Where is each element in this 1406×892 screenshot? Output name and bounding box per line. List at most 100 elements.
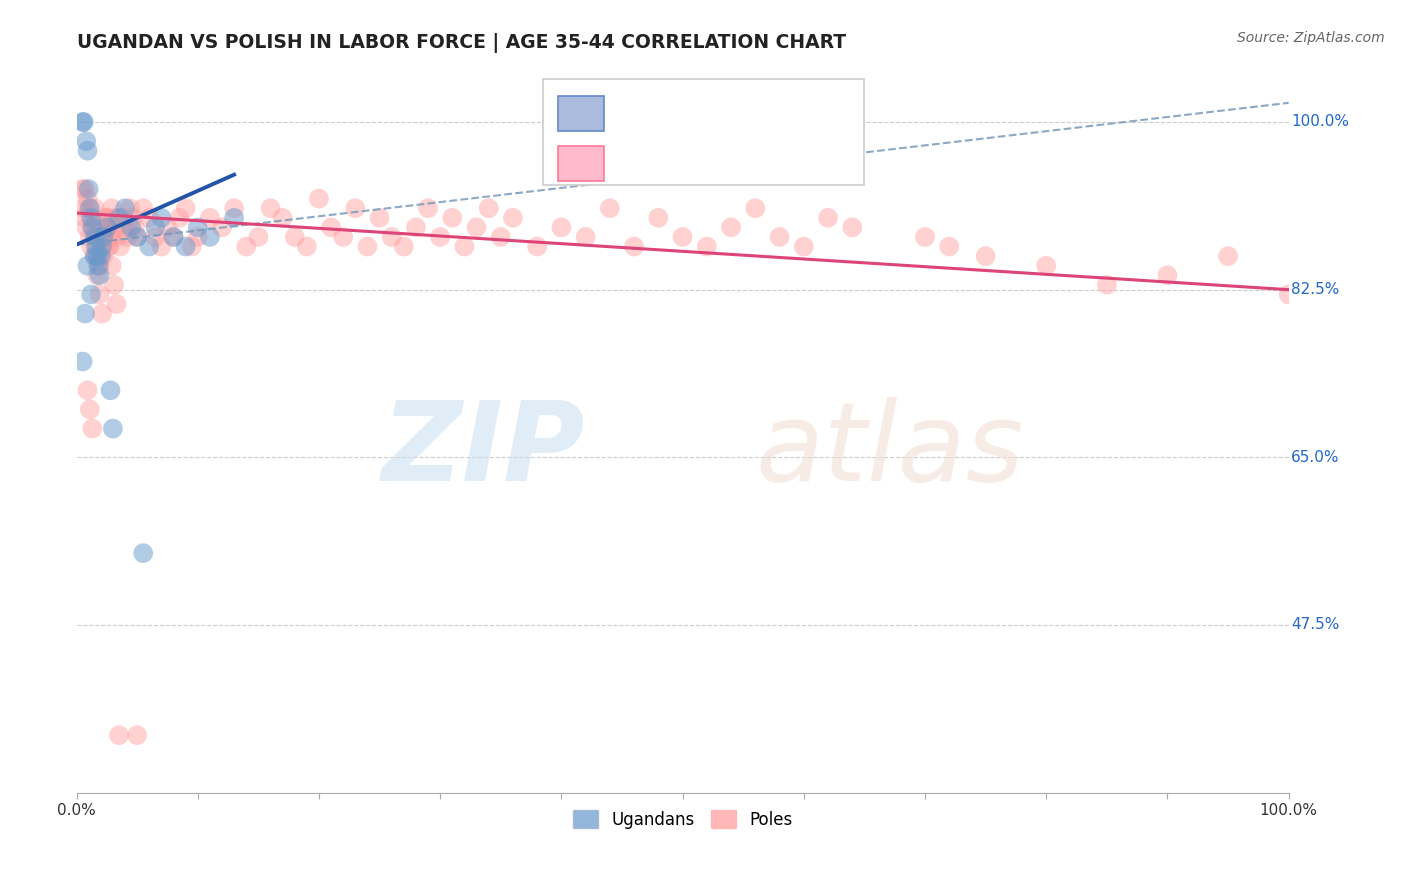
Text: 65.0%: 65.0% <box>1291 450 1340 465</box>
Point <box>526 239 548 253</box>
Point <box>89 287 111 301</box>
Point <box>744 201 766 215</box>
Point <box>132 201 155 215</box>
Point <box>120 220 142 235</box>
Point <box>87 249 110 263</box>
Point <box>105 297 128 311</box>
Point <box>80 287 103 301</box>
Point <box>416 201 439 215</box>
Point <box>100 230 122 244</box>
FancyBboxPatch shape <box>543 79 865 185</box>
Point <box>198 230 221 244</box>
Point <box>211 220 233 235</box>
Point <box>118 201 141 215</box>
Point <box>108 728 131 742</box>
Point <box>150 211 173 225</box>
Point <box>174 201 197 215</box>
Point <box>101 211 124 225</box>
Point <box>284 230 307 244</box>
Point <box>76 259 98 273</box>
Point <box>114 220 136 235</box>
Point <box>478 201 501 215</box>
Point <box>138 211 160 225</box>
Point <box>96 220 118 235</box>
Point <box>83 230 105 244</box>
Point <box>77 182 100 196</box>
Text: 47.5%: 47.5% <box>1291 617 1340 632</box>
Point <box>198 211 221 225</box>
Point <box>100 259 122 273</box>
Point <box>75 134 97 148</box>
Point <box>453 239 475 253</box>
Point <box>127 728 149 742</box>
Point <box>187 230 209 244</box>
Point <box>162 230 184 244</box>
Point <box>124 220 146 235</box>
Point <box>429 230 451 244</box>
Point <box>91 230 114 244</box>
Point <box>86 239 108 253</box>
Point <box>79 201 101 215</box>
Point <box>156 220 179 235</box>
Point <box>143 230 166 244</box>
Point <box>271 211 294 225</box>
Point <box>84 230 107 244</box>
Point <box>392 239 415 253</box>
Point <box>79 230 101 244</box>
Text: ZIP: ZIP <box>382 397 586 504</box>
Point <box>96 230 118 244</box>
Point <box>93 220 115 235</box>
Point <box>89 259 111 273</box>
Point <box>344 201 367 215</box>
Point <box>489 230 512 244</box>
Point <box>1278 287 1301 301</box>
Point <box>73 307 96 321</box>
Point <box>308 192 330 206</box>
Point <box>93 230 115 244</box>
Text: 0.135: 0.135 <box>673 105 730 123</box>
Text: 37: 37 <box>797 105 823 123</box>
Point <box>100 201 122 215</box>
Point <box>247 230 270 244</box>
Point <box>117 230 139 244</box>
Point <box>132 546 155 560</box>
Point <box>82 220 104 235</box>
Point <box>73 115 96 129</box>
Point <box>235 239 257 253</box>
Point <box>83 211 105 225</box>
Point <box>86 249 108 263</box>
Point <box>465 220 488 235</box>
Point <box>1095 277 1118 292</box>
Point <box>647 211 669 225</box>
Point <box>108 239 131 253</box>
Point <box>162 230 184 244</box>
Point <box>332 230 354 244</box>
Point <box>84 239 107 253</box>
Text: 110: 110 <box>797 154 835 172</box>
Point <box>73 211 96 225</box>
Point <box>150 239 173 253</box>
Point <box>841 220 863 235</box>
Point <box>90 230 112 244</box>
Point <box>1035 259 1057 273</box>
Point <box>938 239 960 253</box>
Point <box>72 354 94 368</box>
Text: N =: N = <box>740 105 776 123</box>
Point <box>1216 249 1239 263</box>
Point <box>98 239 121 253</box>
Point <box>441 211 464 225</box>
Point <box>91 239 114 253</box>
Point <box>599 201 621 215</box>
Text: atlas: atlas <box>755 397 1024 504</box>
Point <box>143 220 166 235</box>
Point <box>83 249 105 263</box>
Point <box>259 201 281 215</box>
Point <box>97 239 120 253</box>
Point <box>83 249 105 263</box>
Point <box>356 239 378 253</box>
FancyBboxPatch shape <box>558 96 603 131</box>
Point <box>103 277 125 292</box>
Point <box>87 259 110 273</box>
Point <box>72 182 94 196</box>
Legend: Ugandans, Poles: Ugandans, Poles <box>567 804 799 835</box>
